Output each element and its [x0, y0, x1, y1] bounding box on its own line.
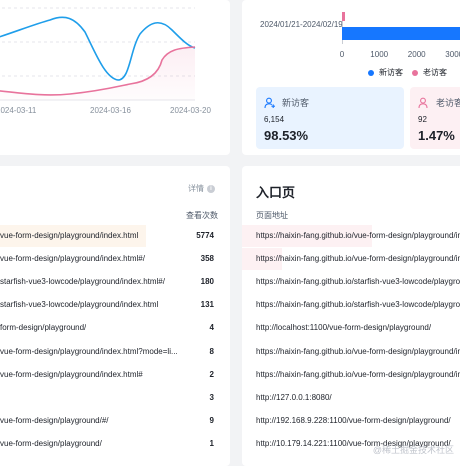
- legend-dot-icon: [368, 69, 374, 76]
- page-url[interactable]: starfish-vue3-lowcode/playground/index.h…: [0, 277, 165, 287]
- page-url[interactable]: vue-form-design/playground/index.html: [0, 231, 139, 240]
- table-row[interactable]: vue-form-design/playground/index.html?mo…: [0, 341, 230, 363]
- bar-x-tick-label: 1000: [370, 50, 389, 59]
- table-row[interactable]: https://haixin-fang.github.io/vue-form-d…: [242, 364, 460, 386]
- table-row[interactable]: vue-form-design/playground/index.html# 2: [0, 364, 230, 386]
- view-count: 131: [200, 300, 214, 310]
- view-count: 8: [209, 346, 214, 356]
- visitor-comparison-card: 2024/01/21-2024/02/19 01000200030004000 …: [242, 0, 460, 155]
- user-add-icon: [264, 97, 275, 108]
- table-row[interactable]: http://127.0.0.1:8080/: [242, 387, 460, 409]
- table-row[interactable]: https://haixin-fang.github.io/starfish-v…: [242, 271, 460, 293]
- view-count: 1: [209, 438, 214, 448]
- legend-new-label: 新访客: [379, 68, 403, 77]
- bar-x-tick-label: 2000: [407, 50, 426, 59]
- address-column-header: 页面地址: [256, 211, 288, 220]
- entry-url[interactable]: http://10.179.14.221:1100/vue-form-desig…: [256, 438, 451, 448]
- view-count: 2: [209, 369, 214, 379]
- old-visitor-line: [0, 46, 196, 96]
- new-visitor-stat-label: 新访客: [282, 98, 310, 108]
- table-row[interactable]: http://localhost:1100/vue-form-design/pl…: [242, 317, 460, 339]
- page-url[interactable]: vue-form-design/playground/: [0, 438, 102, 448]
- page-url[interactable]: vue-form-design/playground/#/: [0, 415, 109, 425]
- row-highlight: [0, 225, 146, 247]
- x-tick-label: 2024-03-11: [0, 106, 37, 115]
- page-url[interactable]: starfish-vue3-lowcode/playground/index.h…: [0, 300, 159, 310]
- table-row[interactable]: 3: [0, 387, 230, 409]
- table-row[interactable]: https://haixin-fang.github.io/starfish-v…: [242, 294, 460, 316]
- visited-pages-card: 详情 i 查看次数 vue-form-design/playground/ind…: [0, 166, 230, 466]
- bar-category-label: 2024/01/21-2024/02/19: [260, 20, 343, 29]
- old-visitor-stat-card: 老访客 92 1.47%: [410, 87, 460, 149]
- table-row[interactable]: http://10.179.14.221:1100/vue-form-desig…: [242, 433, 460, 455]
- table-row[interactable]: vue-form-design/playground/#/ 9: [0, 410, 230, 432]
- entry-url[interactable]: https://haixin-fang.github.io/vue-form-d…: [256, 254, 460, 264]
- new-visitor-line: [0, 16, 196, 81]
- details-label: 详情: [188, 184, 204, 193]
- table-row[interactable]: https://haixin-fang.github.io/vue-form-d…: [242, 341, 460, 363]
- entry-url[interactable]: https://haixin-fang.github.io/starfish-v…: [256, 277, 460, 287]
- page-url[interactable]: vue-form-design/playground/index.html?mo…: [0, 346, 178, 356]
- view-count: 4: [209, 323, 214, 333]
- page-url[interactable]: form-design/playground/: [0, 323, 87, 333]
- view-count: 3: [209, 392, 214, 402]
- details-link[interactable]: 详情 i: [188, 183, 215, 194]
- info-icon: i: [207, 184, 215, 193]
- entry-url[interactable]: https://haixin-fang.github.io/starfish-v…: [256, 300, 460, 310]
- row-highlight: [242, 225, 372, 247]
- table-row[interactable]: starfish-vue3-lowcode/playground/index.h…: [0, 271, 230, 293]
- trend-chart-card: 2024-03-11 2024-03-16 2024-03-20: [0, 0, 230, 155]
- bar-x-tick-label: 3000: [445, 50, 460, 59]
- entry-url[interactable]: https://haixin-fang.github.io/vue-form-d…: [256, 346, 460, 356]
- entry-url[interactable]: https://haixin-fang.github.io/vue-form-d…: [256, 369, 460, 379]
- new-visitor-stat-card: 新访客 6,154 98.53%: [256, 87, 404, 149]
- old-visitor-stat-label: 老访客: [436, 98, 460, 108]
- x-tick-label: 2024-03-16: [90, 106, 131, 115]
- old-visitor-stat-header: 老访客: [418, 96, 460, 109]
- entry-url[interactable]: http://192.168.9.228:1100/vue-form-desig…: [256, 415, 451, 425]
- entry-url[interactable]: http://127.0.0.1:8080/: [256, 392, 332, 402]
- legend-old[interactable]: 老访客: [412, 67, 447, 78]
- old-visitor-count: 92: [418, 115, 427, 124]
- new-visitor-percent: 98.53%: [264, 128, 309, 143]
- old-visitor-percent: 1.47%: [418, 128, 455, 143]
- watermark: @稀土掘金技术社区: [372, 445, 454, 455]
- view-count: 358: [200, 254, 214, 264]
- table-row[interactable]: starfish-vue3-lowcode/playground/index.h…: [0, 294, 230, 316]
- table-row[interactable]: vue-form-design/playground/1: [0, 433, 230, 455]
- trend-line-chart: [0, 7, 196, 101]
- legend-new[interactable]: 新访客: [368, 67, 403, 78]
- table-row[interactable]: http://192.168.9.228:1100/vue-form-desig…: [242, 410, 460, 432]
- new-visitor-bar: [342, 27, 460, 40]
- entry-pages-card: 入口页 页面地址 https://haixin-fang.github.io/v…: [242, 166, 460, 466]
- new-visitor-stat-header: 新访客: [264, 96, 309, 109]
- bar-x-tick-label: 0: [339, 50, 345, 59]
- new-visitor-count: 6,154: [264, 115, 285, 124]
- table-row[interactable]: https://haixin-fang.github.io/vue-form-d…: [242, 248, 460, 271]
- entry-url[interactable]: https://haixin-fang.github.io/vue-form-d…: [256, 231, 460, 240]
- table-row[interactable]: form-design/playground/4: [0, 317, 230, 339]
- entry-pages-title: 入口页: [256, 185, 296, 200]
- x-tick-label: 2024-03-20: [170, 106, 211, 115]
- views-column-header: 查看次数: [186, 211, 218, 220]
- page-url[interactable]: vue-form-design/playground/index.html#: [0, 369, 143, 379]
- view-count: 5774: [196, 231, 214, 240]
- view-count: 9: [209, 415, 214, 425]
- old-visitor-area: [0, 47, 195, 100]
- table-row[interactable]: https://haixin-fang.github.io/vue-form-d…: [242, 225, 460, 247]
- view-count: 180: [200, 277, 214, 287]
- old-visitor-bar: [342, 12, 346, 21]
- entry-url[interactable]: http://localhost:1100/vue-form-design/pl…: [256, 323, 432, 333]
- user-icon: [418, 97, 428, 108]
- table-row[interactable]: vue-form-design/playground/index.html#/ 3…: [0, 248, 230, 270]
- legend-dot-icon: [412, 69, 418, 76]
- legend-old-label: 老访客: [423, 68, 447, 77]
- row-highlight: [242, 248, 282, 271]
- table-row[interactable]: vue-form-design/playground/index.html 577…: [0, 225, 230, 247]
- page-url[interactable]: vue-form-design/playground/index.html#/: [0, 254, 145, 264]
